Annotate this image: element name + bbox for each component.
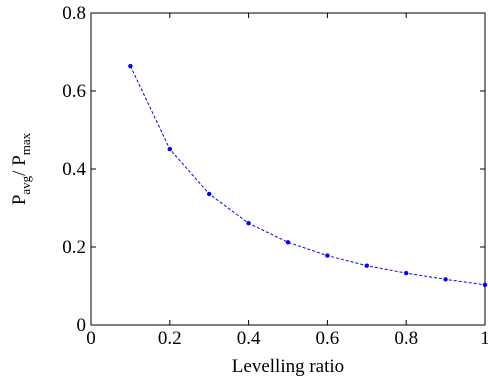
data-point [325, 253, 330, 258]
data-point [285, 240, 291, 245]
data-point [207, 191, 212, 197]
y-axis-title-text: P [9, 195, 30, 206]
data-point [246, 221, 251, 226]
y-tick-label: 0.6 [62, 81, 86, 102]
data-point [482, 282, 488, 288]
x-tick-label: 0.6 [316, 328, 340, 349]
data-point [443, 277, 448, 282]
plot-frame [90, 12, 486, 326]
x-tick-label: 1 [480, 328, 488, 349]
data-point [167, 146, 172, 152]
y-tick-label: 0.4 [62, 159, 86, 180]
plot-area [90, 12, 486, 326]
data-point [128, 63, 133, 69]
ticks: 0 0.2 0.4 0.6 0.8 1 0 0.2 0.4 0.6 0.8 [62, 3, 488, 349]
y-axis-title-text: / P [9, 155, 30, 176]
x-tick-label: 0.4 [237, 328, 261, 349]
y-tick-label: 0.2 [62, 237, 86, 258]
x-tick-label: 0.8 [394, 328, 418, 349]
y-tick-label: 0 [77, 315, 87, 336]
data-point [364, 263, 369, 268]
data-point [404, 270, 409, 276]
y-axis-title-subscript: max [18, 132, 33, 155]
y-axis-title: Pavg/ Pmax [9, 132, 33, 205]
y-tick-label: 0.8 [62, 3, 86, 24]
y-axis-title-subscript: avg [18, 175, 33, 194]
data-series [128, 63, 488, 288]
x-tick-label: 0.2 [158, 328, 182, 349]
x-axis-title: Levelling ratio [232, 356, 344, 377]
series-line [129, 65, 486, 286]
x-tick-label: 0 [86, 328, 96, 349]
